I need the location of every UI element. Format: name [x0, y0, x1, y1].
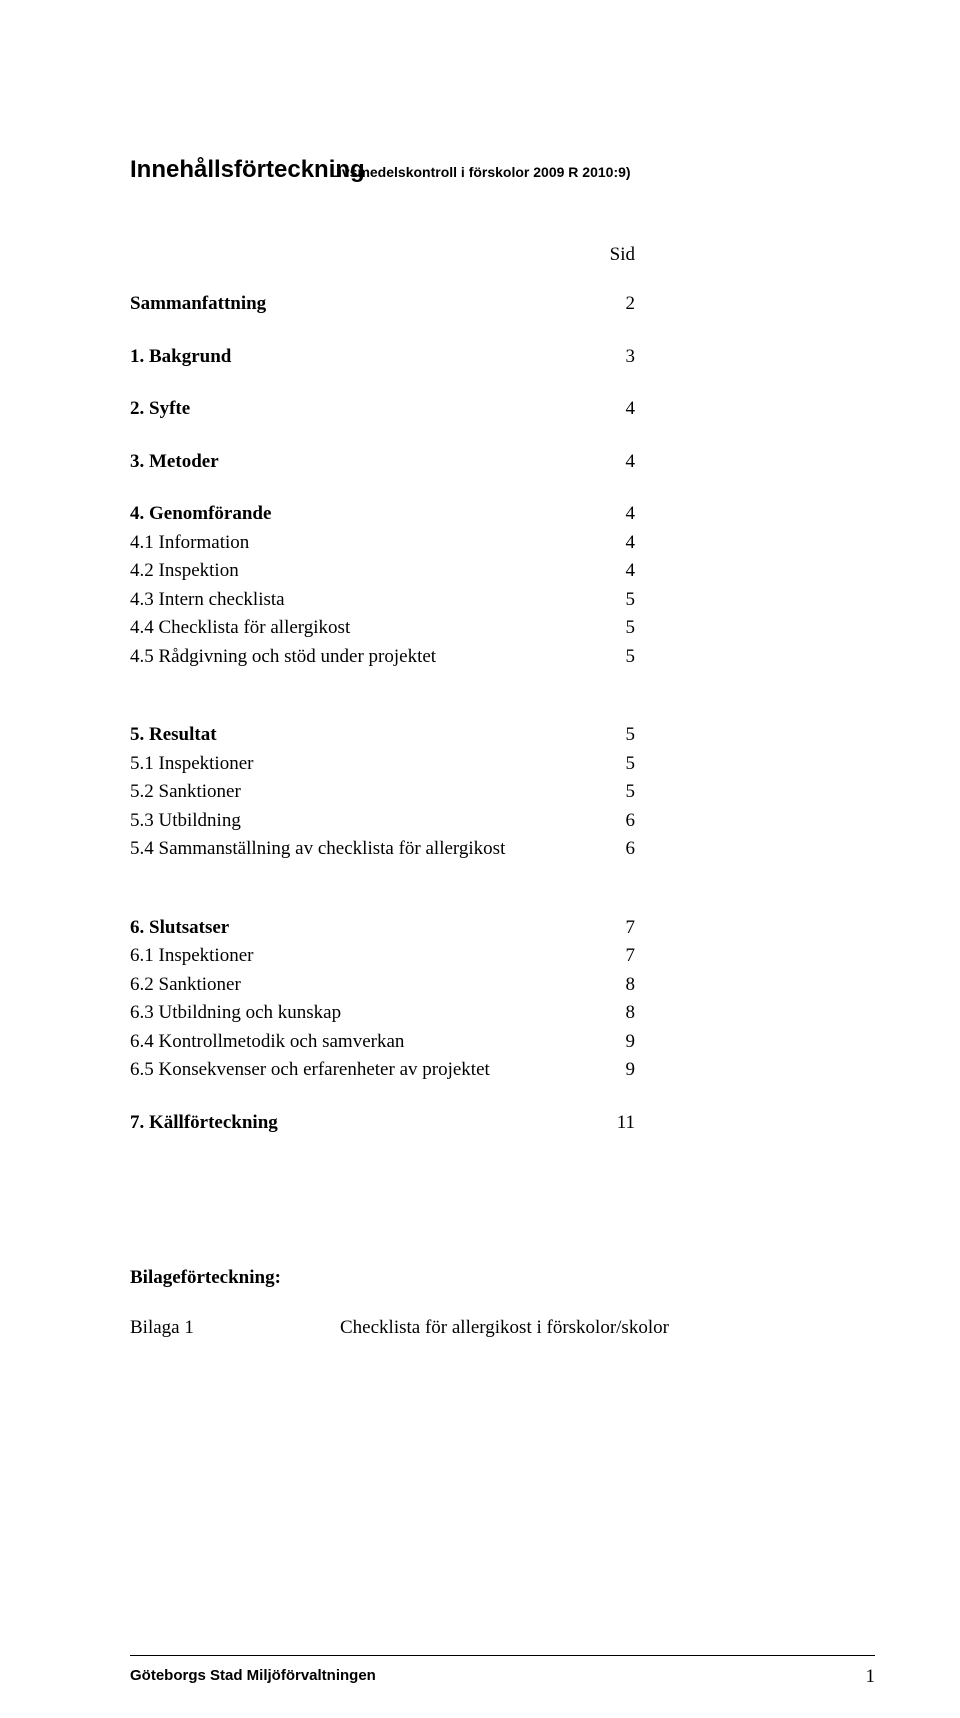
toc-entry-label: Sammanfattning — [130, 290, 266, 319]
toc-row: 6.5 Konsekvenser och erfarenheter av pro… — [130, 1056, 635, 1085]
toc-entry-label: 5.1 Inspektioner — [130, 750, 253, 779]
table-of-contents: Sid Sammanfattning 2 1. Bakgrund 3 2. Syfte 4… — [130, 244, 635, 1137]
toc-entry-label: 3. Metoder — [130, 448, 219, 477]
toc-entry-page: 7 — [605, 942, 635, 971]
toc-entry-page: 2 — [605, 290, 635, 319]
toc-entry-label: 4.4 Checklista för allergikost — [130, 614, 350, 643]
toc-row: 6.4 Kontrollmetodik och samverkan 9 — [130, 1028, 635, 1057]
toc-entry-label: 4. Genomförande — [130, 500, 271, 529]
toc-row: 3. Metoder 4 — [130, 448, 635, 477]
toc-entry-page: 5 — [605, 721, 635, 750]
toc-row: Sammanfattning 2 — [130, 290, 635, 319]
toc-row: 6.1 Inspektioner 7 — [130, 942, 635, 971]
toc-entry-label: 5. Resultat — [130, 721, 217, 750]
toc-entry-label: 4.5 Rådgivning och stöd under projektet — [130, 643, 436, 672]
toc-entry-page: 4 — [605, 557, 635, 586]
toc-entry-label: 6.3 Utbildning och kunskap — [130, 999, 341, 1028]
toc-entry-page: 11 — [605, 1109, 635, 1138]
toc-entry-label: 5.4 Sammanställning av checklista för al… — [130, 835, 505, 864]
toc-row: 7. Källförteckning 11 — [130, 1109, 635, 1138]
toc-row: 4.5 Rådgivning och stöd under projektet 5 — [130, 643, 635, 672]
toc-entry-page: 6 — [605, 807, 635, 836]
toc-entry-label: 6. Slutsatser — [130, 914, 229, 943]
toc-entry-page: 5 — [605, 614, 635, 643]
toc-entry-page: 9 — [605, 1056, 635, 1085]
toc-entry-label: 6.2 Sanktioner — [130, 971, 241, 1000]
toc-entry-label: 5.3 Utbildning — [130, 807, 241, 836]
toc-entry-page: 7 — [605, 914, 635, 943]
toc-entry-label: 1. Bakgrund — [130, 343, 231, 372]
footer-organization: Göteborgs Stad Miljöförvaltningen — [130, 1667, 376, 1684]
page: Livsmedelskontroll i förskolor 2009 R 20… — [0, 156, 960, 1718]
toc-page-column-header-row: Sid — [130, 244, 635, 266]
toc-entry-label: 5.2 Sanktioner — [130, 778, 241, 807]
toc-entry-page: 5 — [605, 586, 635, 615]
running-header: Livsmedelskontroll i förskolor 2009 R 20… — [0, 164, 960, 180]
toc-entry-page: 6 — [605, 835, 635, 864]
toc-page-column-header: Sid — [610, 244, 635, 266]
toc-entry-page: 4 — [605, 529, 635, 558]
toc-entries: Sammanfattning21. Bakgrund32. Syfte43. M… — [130, 290, 635, 1137]
toc-entry-page: 4 — [605, 448, 635, 477]
toc-row: 2. Syfte 4 — [130, 395, 635, 424]
toc-entry-label: 6.1 Inspektioner — [130, 942, 253, 971]
toc-row: 5. Resultat 5 — [130, 721, 635, 750]
toc-row: 5.2 Sanktioner 5 — [130, 778, 635, 807]
toc-entry-label: 6.5 Konsekvenser och erfarenheter av pro… — [130, 1056, 490, 1085]
appendix-title: Checklista för allergikost i förskolor/s… — [340, 1317, 669, 1339]
toc-entry-label: 4.1 Information — [130, 529, 249, 558]
appendix-row: Bilaga 1 Checklista för allergikost i fö… — [130, 1317, 830, 1339]
toc-entry-page: 4 — [605, 500, 635, 529]
toc-entry-page: 5 — [605, 750, 635, 779]
toc-entry-label: 2. Syfte — [130, 395, 190, 424]
toc-entry-label: 4.3 Intern checklista — [130, 586, 285, 615]
toc-entry-label: 7. Källförteckning — [130, 1109, 278, 1138]
toc-row: 6.2 Sanktioner 8 — [130, 971, 635, 1000]
toc-row: 1. Bakgrund 3 — [130, 343, 635, 372]
footer-page-number: 1 — [866, 1666, 876, 1688]
toc-entry-label: 4.2 Inspektion — [130, 557, 239, 586]
toc-row: 5.4 Sammanställning av checklista för al… — [130, 835, 635, 864]
toc-entry-label: 6.4 Kontrollmetodik och samverkan — [130, 1028, 404, 1057]
appendix-list-heading: Bilageförteckning: — [130, 1267, 830, 1289]
toc-row: 5.1 Inspektioner 5 — [130, 750, 635, 779]
toc-row: 4.4 Checklista för allergikost 5 — [130, 614, 635, 643]
toc-entry-page: 4 — [605, 395, 635, 424]
toc-row: 4.1 Information 4 — [130, 529, 635, 558]
toc-entry-page: 3 — [605, 343, 635, 372]
toc-row: 6.3 Utbildning och kunskap 8 — [130, 999, 635, 1028]
toc-row: 6. Slutsatser 7 — [130, 914, 635, 943]
appendix-number: Bilaga 1 — [130, 1317, 340, 1339]
toc-entry-page: 8 — [605, 971, 635, 1000]
toc-entry-page: 9 — [605, 1028, 635, 1057]
toc-entry-page: 5 — [605, 778, 635, 807]
toc-row: 4. Genomförande 4 — [130, 500, 635, 529]
toc-entry-page: 8 — [605, 999, 635, 1028]
toc-entry-page: 5 — [605, 643, 635, 672]
toc-row: 4.3 Intern checklista 5 — [130, 586, 635, 615]
footer-divider — [130, 1655, 875, 1656]
toc-row: 4.2 Inspektion 4 — [130, 557, 635, 586]
toc-row: 5.3 Utbildning 6 — [130, 807, 635, 836]
